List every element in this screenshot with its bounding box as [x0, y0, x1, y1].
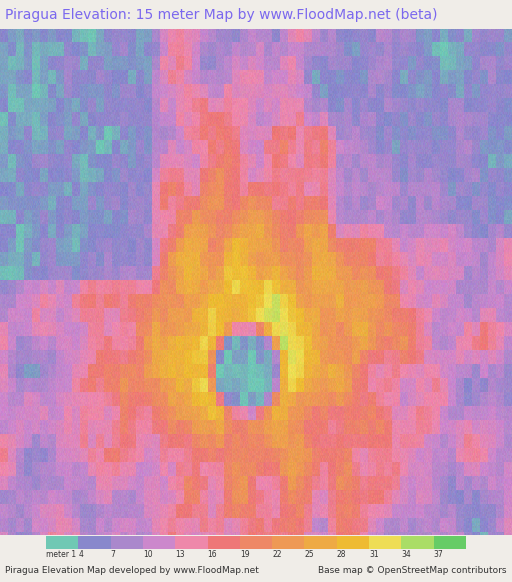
Text: 22: 22 [272, 550, 282, 559]
Text: Piragua Elevation: 15 meter Map by www.FloodMap.net (beta): Piragua Elevation: 15 meter Map by www.F… [5, 8, 438, 22]
Text: meter 1: meter 1 [46, 550, 76, 559]
Text: 10: 10 [143, 550, 153, 559]
FancyBboxPatch shape [434, 536, 466, 549]
FancyBboxPatch shape [175, 536, 207, 549]
FancyBboxPatch shape [401, 536, 434, 549]
Text: 4: 4 [78, 550, 83, 559]
FancyBboxPatch shape [143, 536, 175, 549]
Text: 13: 13 [175, 550, 185, 559]
Text: 34: 34 [401, 550, 411, 559]
Text: 28: 28 [337, 550, 346, 559]
FancyBboxPatch shape [78, 536, 111, 549]
Text: 31: 31 [369, 550, 379, 559]
Text: 7: 7 [111, 550, 116, 559]
Text: 16: 16 [207, 550, 217, 559]
Text: 37: 37 [434, 550, 443, 559]
FancyBboxPatch shape [272, 536, 305, 549]
FancyBboxPatch shape [337, 536, 369, 549]
FancyBboxPatch shape [240, 536, 272, 549]
FancyBboxPatch shape [305, 536, 337, 549]
Text: 25: 25 [305, 550, 314, 559]
Text: Piragua Elevation Map developed by www.FloodMap.net: Piragua Elevation Map developed by www.F… [5, 566, 259, 574]
Text: 19: 19 [240, 550, 249, 559]
Text: Base map © OpenStreetMap contributors: Base map © OpenStreetMap contributors [318, 566, 507, 574]
FancyBboxPatch shape [369, 536, 401, 549]
FancyBboxPatch shape [46, 536, 78, 549]
FancyBboxPatch shape [207, 536, 240, 549]
FancyBboxPatch shape [111, 536, 143, 549]
